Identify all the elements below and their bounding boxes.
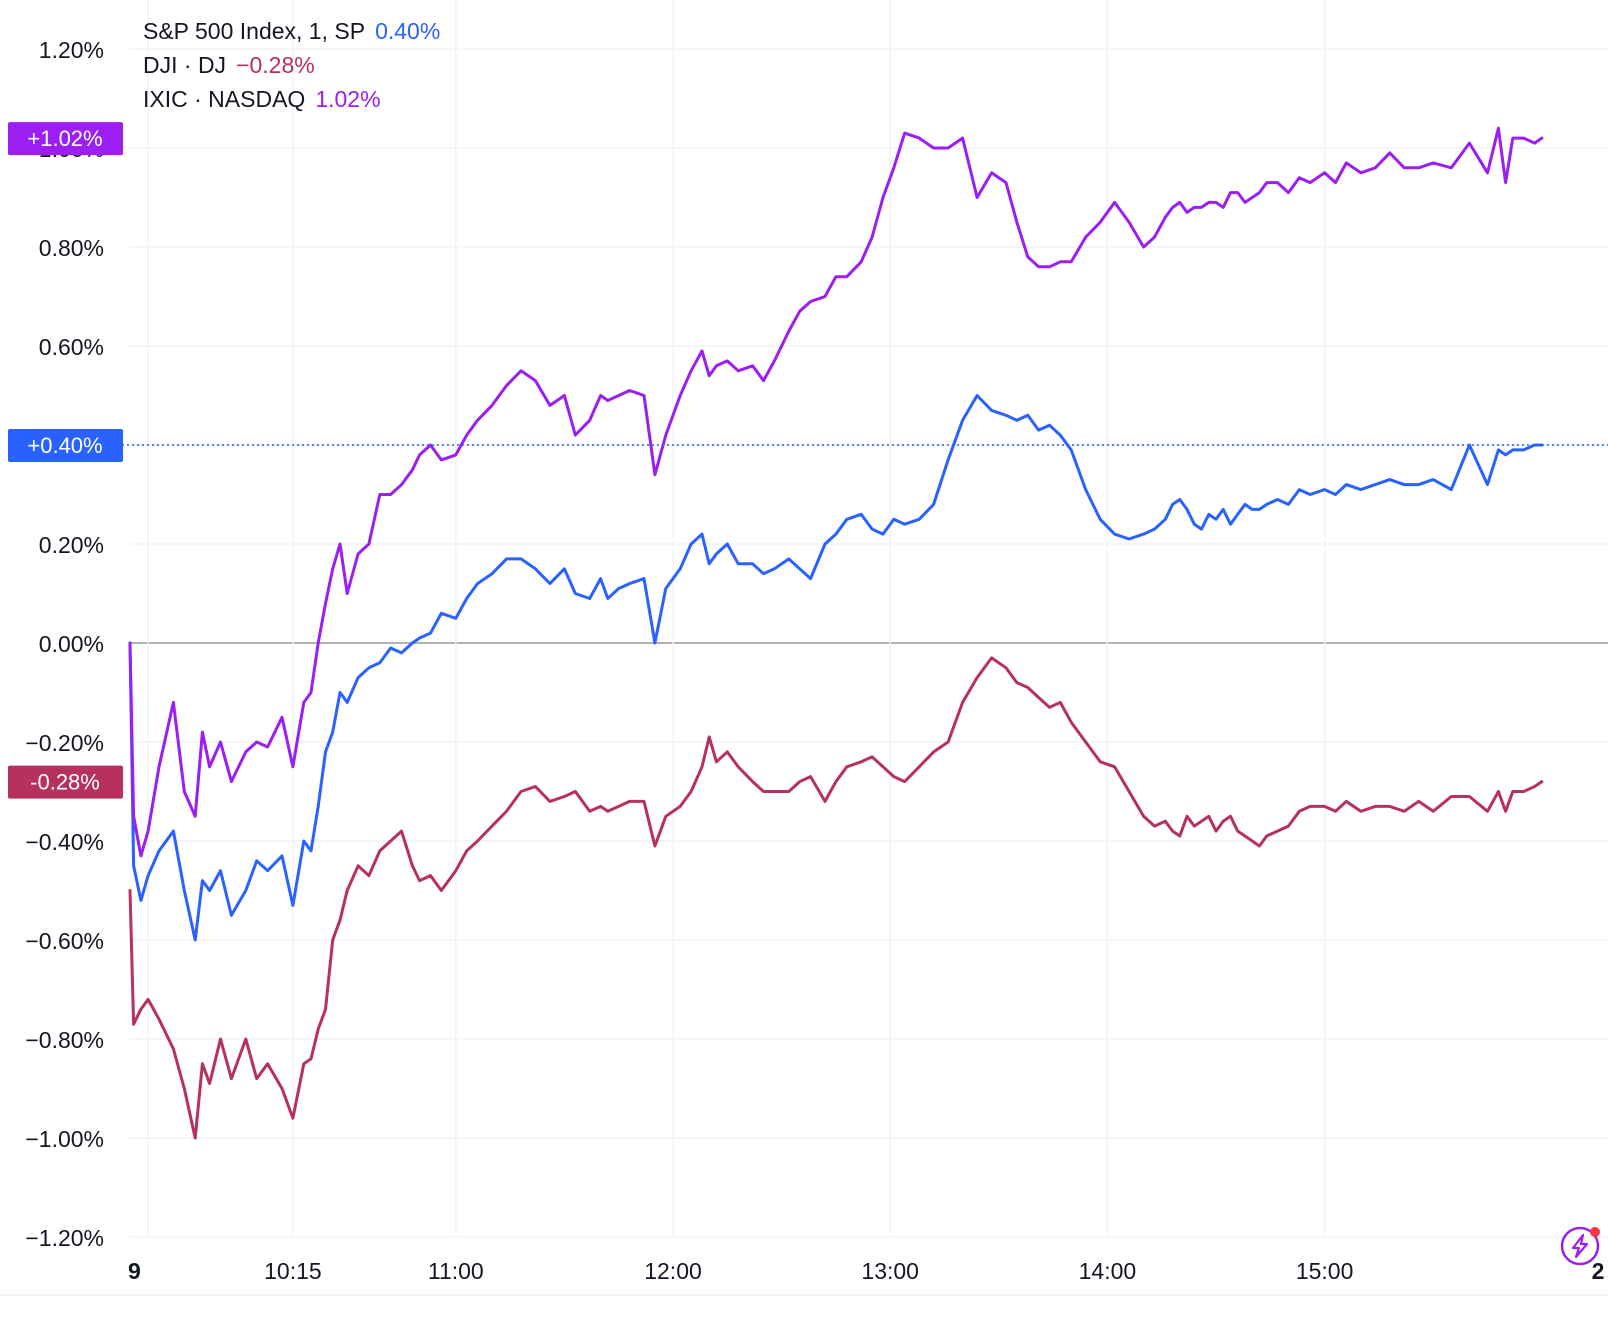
legend-item-dji[interactable]: DJI · DJ −0.28%	[143, 48, 440, 82]
x-tick-label: 10:15	[264, 1258, 322, 1284]
y-tick-label: −0.80%	[25, 1027, 104, 1053]
legend-label: DJI · DJ	[143, 52, 227, 78]
price-tag-1	[8, 765, 123, 799]
y-tick-label: −0.40%	[25, 829, 104, 855]
price-tag-label: +1.02%	[27, 126, 102, 151]
series-line-1	[128, 656, 1544, 1140]
price-tag-0	[8, 429, 123, 462]
price-tag-label: -0.28%	[30, 770, 100, 795]
y-tick-label: −0.60%	[25, 928, 104, 954]
price-tag-label: +0.40%	[27, 433, 102, 458]
x-tick-label: 14:00	[1079, 1258, 1137, 1284]
price-tag-2	[8, 122, 123, 156]
price-tags: +0.40% -0.28% +1.02%	[8, 122, 123, 799]
legend-item-ixic[interactable]: IXIC · NASDAQ 1.02%	[143, 82, 440, 116]
x-tick-label: 12:00	[644, 1258, 702, 1284]
y-tick-label: 0.80%	[39, 235, 104, 261]
series-lines	[122, 126, 1608, 1140]
legend-value: 0.40%	[375, 18, 441, 44]
series-line-2	[128, 126, 1544, 858]
lightning-bolt-icon[interactable]	[1560, 1226, 1600, 1266]
y-tick-label: −0.20%	[25, 730, 104, 756]
y-tick-label: 1.20%	[39, 37, 104, 63]
legend-value: 1.02%	[315, 86, 381, 112]
y-tick-label: −1.00%	[25, 1126, 104, 1152]
x-tick-label: 15:00	[1296, 1258, 1354, 1284]
x-tick-label: 13:00	[861, 1258, 919, 1284]
legend: S&P 500 Index, 1, SP 0.40% DJI · DJ −0.28%…	[143, 14, 440, 116]
series-line-0	[128, 394, 1544, 942]
legend-item-sp500[interactable]: S&P 500 Index, 1, SP 0.40%	[143, 14, 440, 48]
legend-value: −0.28%	[236, 52, 315, 78]
x-tick-label: 11:00	[428, 1258, 484, 1284]
x-tick-label: 2	[1592, 1258, 1605, 1284]
y-tick-label: 0.20%	[39, 532, 104, 558]
y-axis: 1.20%1.00%0.80%0.60%0.40%0.20%0.00%−0.20…	[25, 37, 104, 1251]
x-axis: 9 10:15 11:00 12:00 13:00 14:00 15:00 2	[0, 1258, 1608, 1296]
y-tick-label: −1.20%	[25, 1225, 104, 1251]
y-tick-label: 0.60%	[39, 334, 104, 360]
legend-label: IXIC · NASDAQ	[143, 86, 306, 112]
x-tick-label: 9	[128, 1258, 141, 1284]
y-tick-label: 0.00%	[39, 631, 104, 657]
grid	[130, 0, 1608, 1238]
legend-label: S&P 500 Index, 1, SP	[143, 18, 366, 44]
